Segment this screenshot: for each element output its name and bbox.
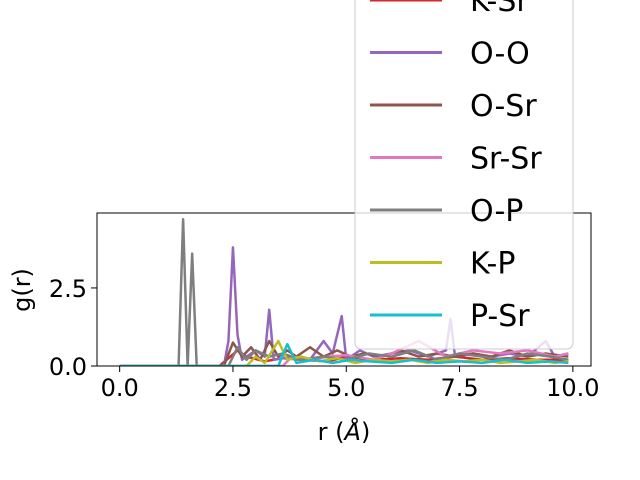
series-line-k-p (119, 339, 569, 366)
series-line-o-p (119, 217, 569, 366)
legend-label: O-P (470, 194, 523, 229)
legend-label: O-Sr (470, 89, 537, 124)
legend-label: K-P (470, 247, 515, 282)
x-tick-label: 7.5 (440, 374, 478, 402)
legend-label: K-Sr (470, 0, 529, 19)
y-tick-label: 2.5 (49, 275, 87, 303)
legend-label: O-O (470, 37, 530, 72)
legend-label: Sr-Sr (470, 142, 542, 177)
x-axis-label-prefix: r ( (318, 418, 345, 446)
y-tick-label: 0.0 (49, 353, 87, 381)
x-tick-label: 5.0 (327, 374, 365, 402)
series-line-o-sr (119, 339, 569, 366)
x-axis-label: r (Å) (318, 417, 371, 446)
x-tick-label: 10.0 (546, 374, 599, 402)
x-tick-label: 0.0 (101, 374, 139, 402)
legend-label: P-Sr (470, 299, 530, 334)
plot-lines (119, 217, 569, 366)
x-tick-label: 2.5 (214, 374, 252, 402)
x-axis-label-unit: Å (343, 417, 361, 446)
y-axis-label: g(r) (8, 268, 36, 312)
axis-ticks: 0.0 2.5 5.0 7.5 10.0 0.0 2.5 (49, 275, 600, 402)
axes-frame (96, 212, 592, 367)
x-axis-label-suffix: ) (361, 418, 370, 446)
legend: K-Sr O-O O-Sr Sr-Sr O-P K-P P-Sr (354, 0, 574, 350)
series-line-p-sr (119, 342, 569, 366)
